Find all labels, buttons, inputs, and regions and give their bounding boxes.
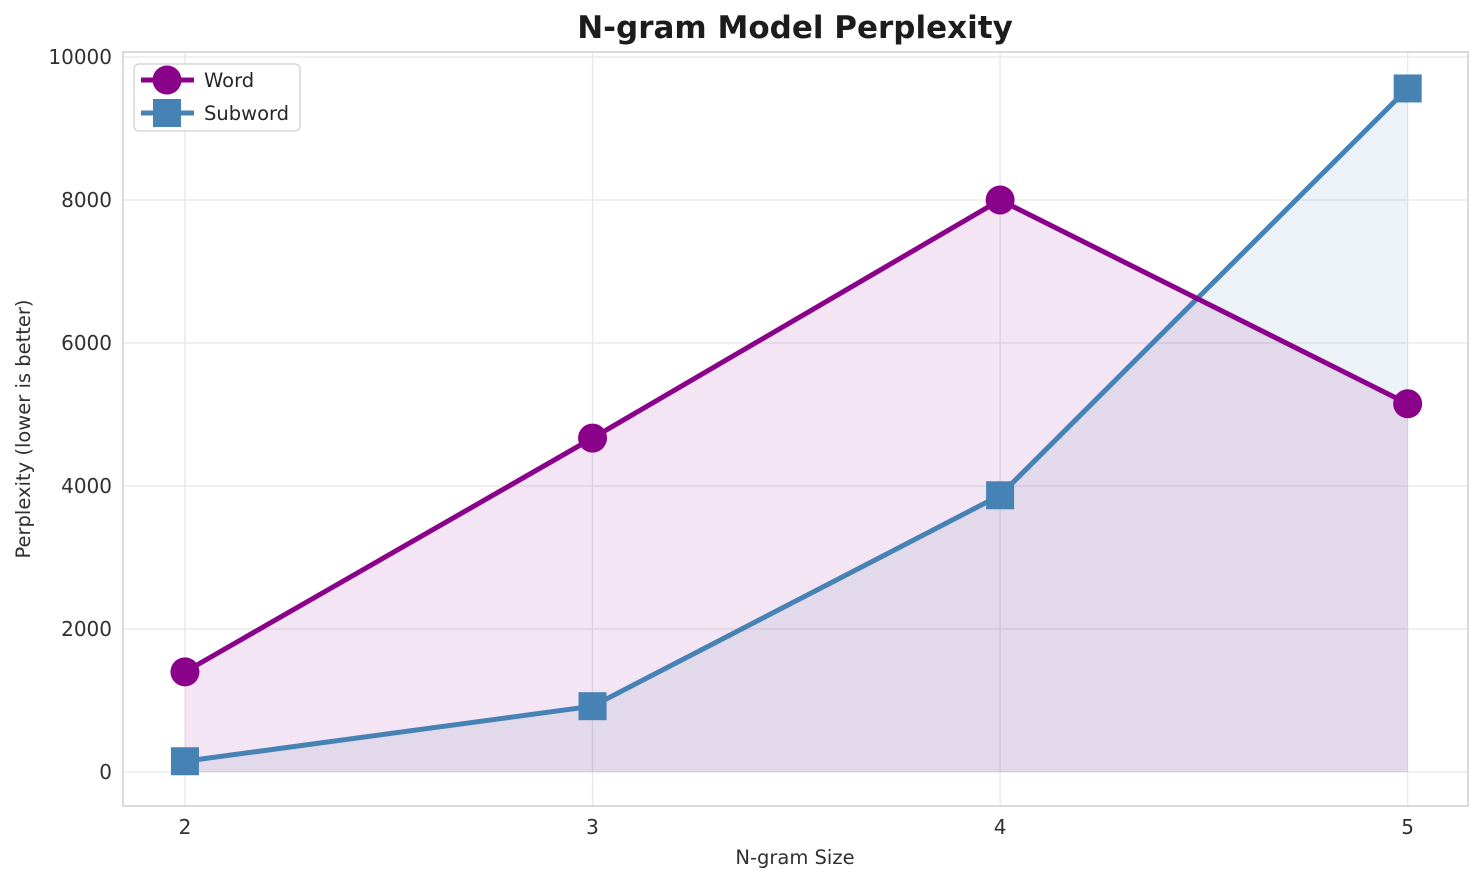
plot-frame xyxy=(122,51,1469,807)
area-fill-word xyxy=(184,199,1408,772)
x-tick-label: 5 xyxy=(1401,815,1414,839)
x-tick-label: 2 xyxy=(179,815,192,839)
x-axis-label: N-gram Size xyxy=(735,846,854,869)
data-point-subword xyxy=(170,747,199,776)
y-tick-label: 6000 xyxy=(61,331,112,355)
data-point-word xyxy=(170,657,200,687)
chart-title: N-gram Model Perplexity xyxy=(577,10,1013,46)
legend: Word Subword xyxy=(133,63,301,132)
data-point-subword xyxy=(1393,74,1422,103)
legend-label-subword: Subword xyxy=(204,102,289,125)
legend-label-word: Word xyxy=(204,69,254,92)
area-fill-subword xyxy=(184,88,1408,772)
y-axis-label: Perplexity (lower is better) xyxy=(12,299,35,558)
series-line-subword xyxy=(182,85,1411,764)
grid-layer xyxy=(123,52,1468,806)
data-point-word xyxy=(1393,389,1423,419)
y-tick-label: 10000 xyxy=(48,45,112,69)
legend-marker-word-circle-icon xyxy=(152,65,182,95)
series-layer xyxy=(170,74,1423,776)
y-tick-label: 0 xyxy=(99,760,112,784)
data-point-word xyxy=(578,423,608,453)
legend-marker-subword-square-icon xyxy=(153,99,181,127)
area-fill-layer xyxy=(184,88,1408,772)
data-point-word xyxy=(985,185,1015,215)
x-tick-label: 3 xyxy=(586,815,599,839)
series-line-word xyxy=(182,197,1411,675)
tick-labels: 0 2000 4000 6000 8000 10000 2 3 4 5 xyxy=(48,45,1414,839)
y-tick-label: 4000 xyxy=(61,474,112,498)
y-tick-label: 8000 xyxy=(61,188,112,212)
data-point-subword xyxy=(578,692,607,721)
y-tick-label: 2000 xyxy=(61,617,112,641)
data-point-subword xyxy=(986,481,1015,510)
x-tick-label: 4 xyxy=(994,815,1007,839)
